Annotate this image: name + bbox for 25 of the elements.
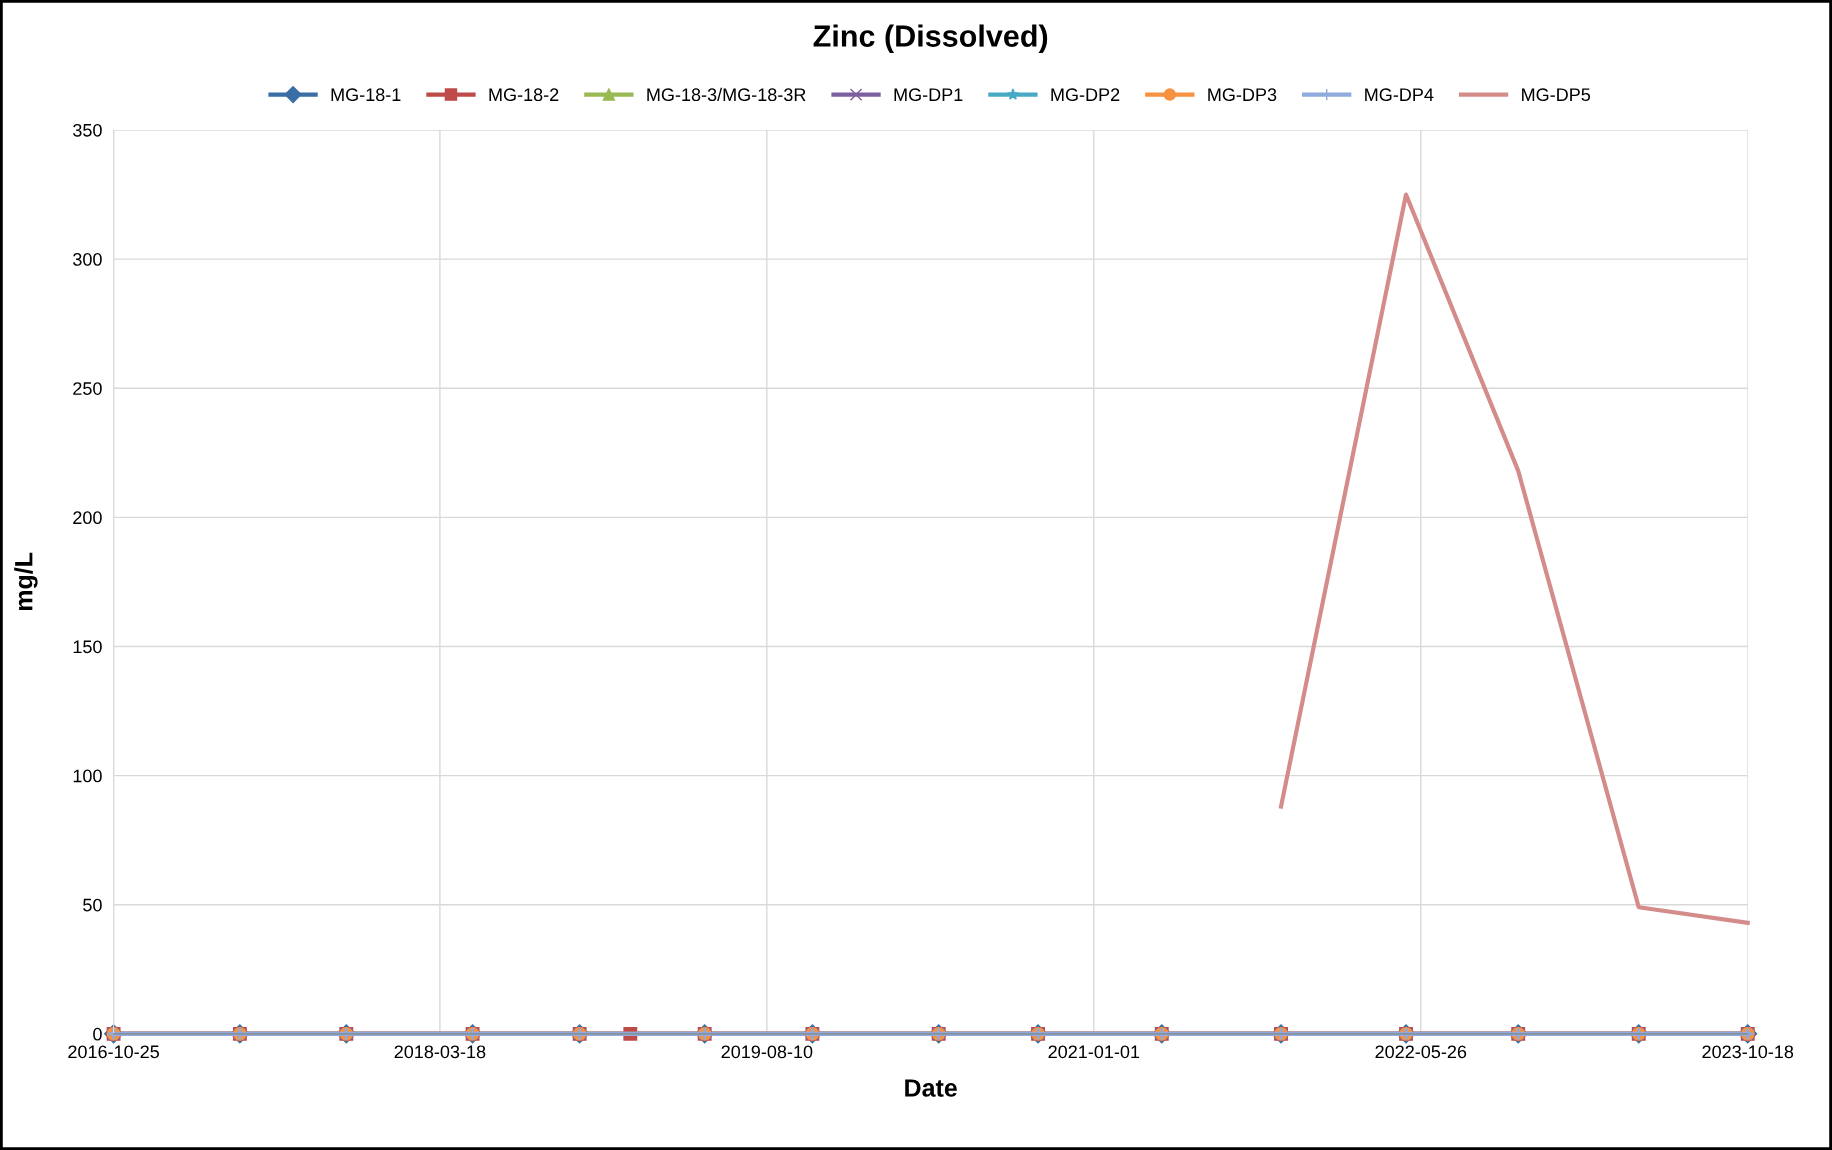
legend-label: MG-18-2 xyxy=(489,88,559,102)
legend-label: MG-DP4 xyxy=(1365,88,1434,102)
x-tick-label: 2022-05-26 xyxy=(1375,1045,1467,1059)
x-tick-label: 2018-03-18 xyxy=(394,1045,486,1059)
y-tick-label: 200 xyxy=(73,511,102,525)
legend-label: MG-DP2 xyxy=(1051,88,1120,102)
legend-label: MG-DP5 xyxy=(1522,88,1591,102)
y-tick-label: 50 xyxy=(83,898,102,912)
legend-label: MG-DP1 xyxy=(894,88,963,102)
legend-label: MG-DP3 xyxy=(1208,88,1277,102)
y-tick-label: 100 xyxy=(73,769,102,783)
y-tick-label: 0 xyxy=(93,1027,102,1041)
x-tick-label: 2023-10-18 xyxy=(1702,1045,1794,1059)
legend-label: MG-18-1 xyxy=(331,88,401,102)
y-axis-title: mg/L xyxy=(14,552,38,611)
x-tick-label: 2016-10-25 xyxy=(68,1045,160,1059)
x-tick-label: 2021-01-01 xyxy=(1048,1045,1140,1059)
chart-title: Zinc (Dissolved) xyxy=(813,24,1048,53)
y-tick-label: 350 xyxy=(73,123,102,137)
x-tick-label: 2019-08-10 xyxy=(721,1045,813,1059)
x-axis-title: Date xyxy=(905,1079,957,1097)
y-tick-label: 150 xyxy=(73,640,102,654)
legend-label: MG-18-3/MG-18-3R xyxy=(647,87,806,102)
y-tick-label: 300 xyxy=(73,253,102,266)
y-tick-label: 250 xyxy=(73,382,102,395)
